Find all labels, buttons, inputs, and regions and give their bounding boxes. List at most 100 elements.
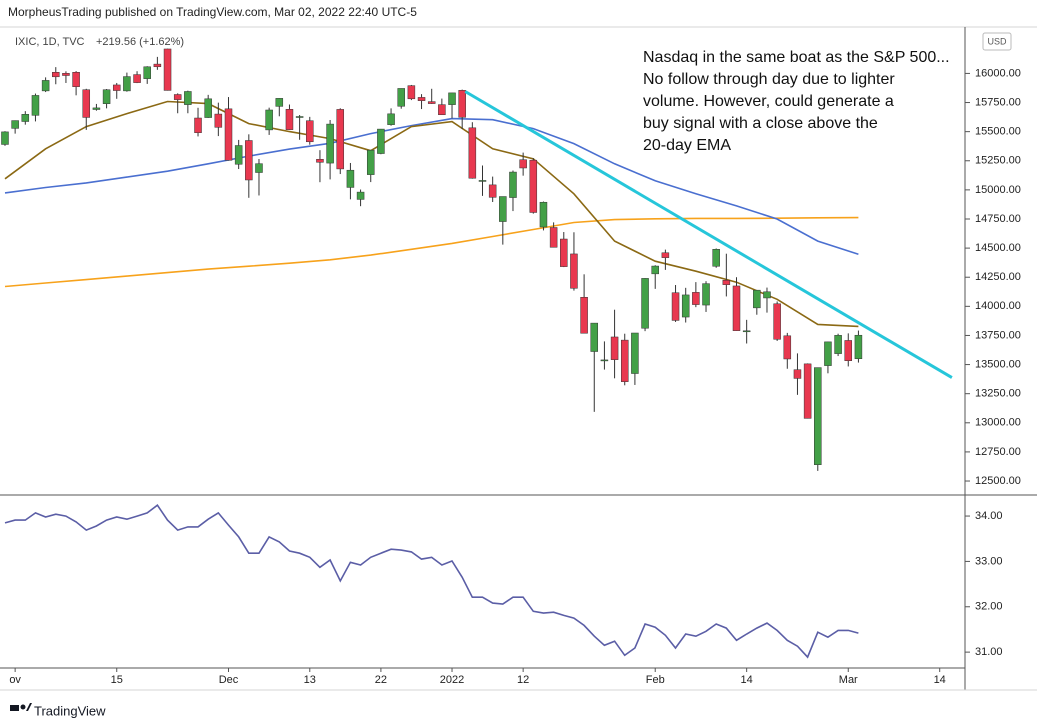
candle-body (153, 63, 162, 68)
candle-body (661, 252, 670, 258)
x-tick-label: 14 (934, 674, 946, 686)
candle-body (326, 123, 334, 164)
candle-body (824, 341, 832, 366)
candle-body (1, 131, 9, 145)
candle-body (173, 94, 182, 100)
candle-body (641, 278, 649, 329)
candle-body (773, 303, 781, 340)
candle-body (814, 367, 822, 465)
candle-body (651, 265, 659, 275)
moving-average (4, 216, 859, 288)
candle-body (671, 292, 680, 321)
candle-body (783, 335, 792, 360)
candle-body (793, 369, 802, 379)
candle-body (631, 332, 639, 374)
candle-body (458, 90, 466, 118)
candle-body (41, 80, 50, 92)
candle-body (742, 330, 751, 333)
y-tick-label: 15000.00 (975, 184, 1021, 196)
annotation: volume. However, could generate a (643, 93, 894, 110)
plot-area (4, 504, 859, 659)
candle-body (834, 335, 842, 354)
moving-average (4, 117, 859, 255)
y-tick-label: 33.00 (975, 555, 1003, 567)
candle-body (763, 291, 771, 299)
candle-body (387, 113, 395, 125)
candle-body (346, 169, 355, 188)
candle-body (92, 107, 101, 110)
y-tick-label: 12750.00 (975, 446, 1021, 458)
candle-body (732, 285, 741, 331)
candle-body (519, 159, 527, 169)
candle-body (255, 163, 263, 173)
candle-body (133, 74, 141, 83)
candle-body (478, 180, 487, 182)
candle-body (702, 283, 710, 306)
candle-body (549, 227, 558, 248)
candle-body (102, 89, 111, 104)
candle-body (844, 340, 853, 361)
candle-body (214, 113, 223, 128)
currency: USD (987, 36, 1007, 46)
candle-body (427, 101, 436, 104)
candle-body (539, 201, 548, 228)
y-tick-label: 32.00 (975, 601, 1003, 613)
y-tick-label: 14500.00 (975, 242, 1021, 254)
footer-logo (10, 703, 32, 711)
candle-body (82, 89, 91, 118)
y-tick-label: 13750.00 (975, 329, 1021, 341)
candle-body (712, 249, 720, 267)
candle-body (722, 279, 731, 285)
x-tick-label: 2022 (440, 674, 464, 686)
y-tick-label: 14250.00 (975, 271, 1021, 283)
y-tick-label: 34.00 (975, 510, 1003, 522)
candle-body (580, 297, 588, 334)
candle-body (753, 289, 761, 309)
candle-body (499, 196, 507, 222)
x-tick-label: 12 (517, 674, 529, 686)
candle-body (295, 116, 304, 118)
y-tick-label: 13250.00 (975, 388, 1021, 400)
symbol: IXIC, 1D, TVC (15, 36, 85, 48)
candle-body (194, 117, 202, 133)
annotation: Nasdaq in the same boat as the S&P 500..… (643, 49, 950, 66)
candle-body (570, 253, 578, 289)
candle-body (448, 92, 456, 105)
x-tick-label: 22 (375, 674, 387, 686)
candle-body (204, 98, 212, 118)
trendline (464, 90, 953, 379)
change: +219.56 (+1.62%) (96, 36, 184, 48)
candle-body (438, 104, 446, 116)
y-tick-label: 31.00 (975, 646, 1003, 658)
publisher: MorpheusTrading published on TradingView… (8, 5, 417, 19)
candle-body (306, 120, 314, 143)
candle-body (417, 97, 426, 101)
candle-body (31, 95, 40, 116)
plot-area (1, 48, 953, 471)
candle-body (72, 72, 80, 87)
y-tick-label: 16000.00 (975, 67, 1021, 79)
candle-body (184, 91, 192, 105)
candle-body (620, 339, 629, 382)
candle-body (692, 292, 700, 305)
y-tick-label: 13500.00 (975, 358, 1021, 370)
candle-body (407, 85, 416, 100)
y-tick-label: 13000.00 (975, 417, 1021, 429)
candle-body (245, 140, 253, 181)
y-tick-label: 14750.00 (975, 213, 1021, 225)
y-tick-label: 15750.00 (975, 96, 1021, 108)
candle-body (529, 159, 538, 213)
candle-body (397, 88, 405, 107)
x-tick-label: Dec (219, 674, 239, 686)
candle-body (488, 184, 497, 198)
candle-body (681, 294, 690, 318)
candle-body (163, 48, 172, 91)
candle-body (112, 84, 121, 91)
footer: TradingView (34, 703, 106, 718)
candle-body (560, 238, 568, 267)
annotation: 20-day EMA (643, 137, 731, 154)
candle-body (275, 98, 284, 107)
candle-body (52, 72, 60, 78)
candle-body (285, 109, 294, 130)
x-tick-label: 15 (111, 674, 123, 686)
